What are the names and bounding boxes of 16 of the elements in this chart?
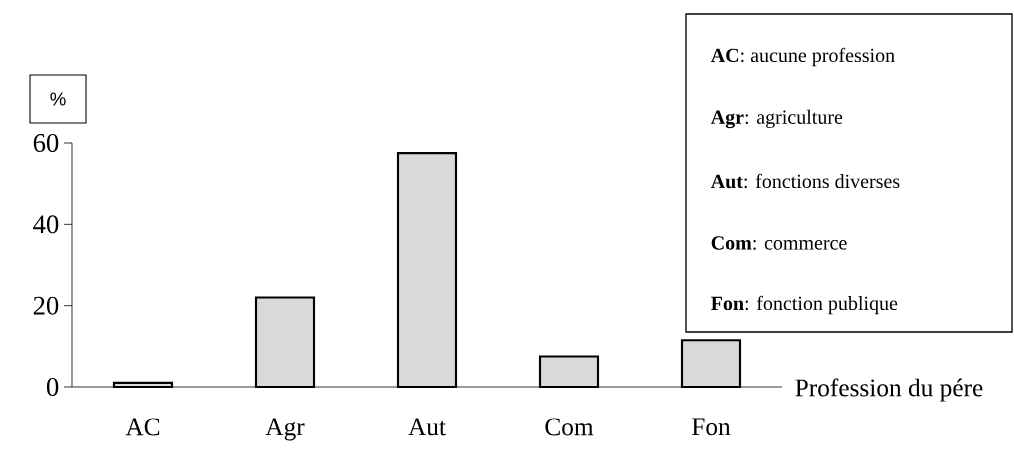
y-axis-title: % [50,92,66,106]
x-tick-label: Agr [265,418,305,441]
annotation: Com: commerce [711,236,847,250]
y-tick-label: 60 [33,134,59,152]
y-tick-label: 20 [33,296,59,315]
annotation: Aut: fonctions diverses [710,173,900,189]
text: Agr: agriculture [710,109,843,129]
x-tick-label: Aut [408,418,446,436]
text: AC: aucune profession [710,47,895,67]
x-tick-label: AC [125,418,160,436]
x-tick-label: Fon [692,418,731,436]
y-tick-label: 40 [33,215,59,234]
x-tick-label: Com [545,418,594,436]
x-axis-title: Profession du pére [795,378,983,402]
annotation: Fon: fonction publique [711,295,898,315]
y-tick-label: 0 [46,378,59,396]
